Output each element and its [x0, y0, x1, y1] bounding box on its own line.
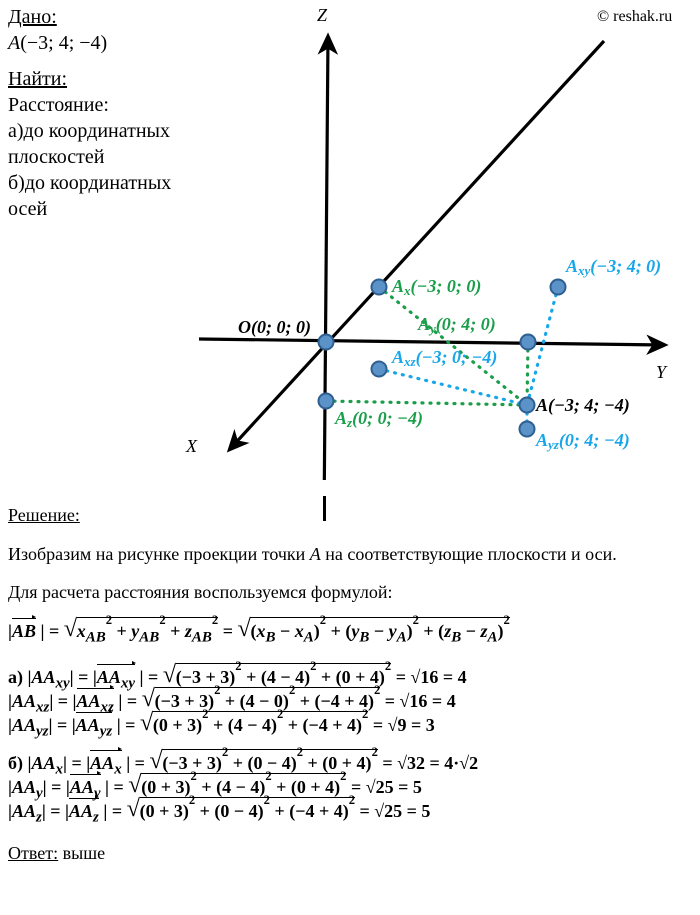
svg-text:Ay(0; 4; 0): Ay(0; 4; 0) — [417, 314, 496, 336]
svg-text:Ayz(0; 4; −4): Ayz(0; 4; −4) — [535, 430, 630, 452]
svg-text:Y: Y — [656, 362, 668, 382]
svg-text:Az(0; 0; −4): Az(0; 0; −4) — [334, 408, 423, 430]
svg-text:Axy(−3; 4; 0): Axy(−3; 4; 0) — [565, 256, 661, 278]
svg-text:O(0; 0; 0): O(0; 0; 0) — [238, 317, 311, 338]
svg-text:Axz(−3; 0; −4): Axz(−3; 0; −4) — [391, 347, 497, 369]
svg-text:A(−3; 4; −4): A(−3; 4; −4) — [535, 395, 630, 416]
svg-text:X: X — [185, 436, 198, 456]
svg-text:Ax(−3; 0; 0): Ax(−3; 0; 0) — [391, 276, 481, 298]
svg-text:Z: Z — [317, 5, 328, 25]
